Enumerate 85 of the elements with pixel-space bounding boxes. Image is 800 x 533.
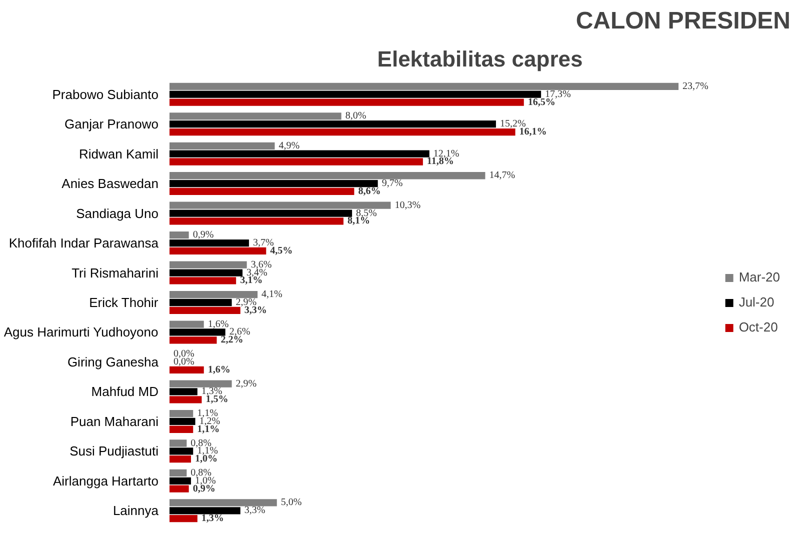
data-label: 23,7% <box>682 80 708 92</box>
data-label: 8,0% <box>345 110 366 122</box>
bar <box>170 247 266 255</box>
data-label: 1,5% <box>206 394 228 406</box>
data-label: 10,3% <box>394 200 421 211</box>
bar <box>170 218 344 225</box>
bar <box>170 456 191 463</box>
legend-label: Jul-20 <box>738 294 774 310</box>
bar <box>170 98 524 106</box>
data-label: 4,9% <box>278 140 300 152</box>
data-label: 1,6% <box>208 364 230 376</box>
bar <box>170 150 430 158</box>
bar <box>170 507 240 514</box>
bar <box>170 277 236 284</box>
bar <box>170 366 204 374</box>
bar <box>170 210 352 217</box>
bar <box>170 172 486 180</box>
bar <box>170 380 232 388</box>
legend-label: Oct-20 <box>738 320 778 334</box>
bar <box>170 426 194 433</box>
data-label: 0,0% <box>174 356 194 368</box>
bar <box>170 320 204 328</box>
bar <box>170 128 516 136</box>
data-label: 1,0% <box>194 454 218 465</box>
data-label: 11,8% <box>426 156 454 168</box>
data-label: 16,1% <box>519 126 547 138</box>
bar <box>170 202 391 209</box>
bar <box>170 90 542 98</box>
y-tick-label: Puan Maharani <box>70 414 159 429</box>
bar <box>170 188 354 196</box>
bar <box>170 448 194 455</box>
y-tick-label: Khofifah Indar Parawansa <box>8 236 160 251</box>
bar <box>170 298 232 306</box>
y-tick-label: Tri Rismaharini <box>72 265 159 280</box>
bar <box>170 440 187 447</box>
bar <box>170 239 249 247</box>
bar <box>170 328 226 336</box>
y-tick-label: Ganjar Pranowo <box>64 116 159 132</box>
y-tick-label: Ridwan Kamil <box>79 146 159 162</box>
bar <box>170 306 240 314</box>
data-label: 9,7% <box>382 178 403 190</box>
y-tick-label: Erick Thohir <box>89 295 159 310</box>
data-label: 1,3% <box>201 513 224 524</box>
data-label: 14,7% <box>489 170 516 182</box>
bar <box>170 410 194 418</box>
bar <box>170 180 378 188</box>
bar <box>170 485 189 492</box>
data-label: 4,1% <box>262 289 282 300</box>
data-label: 0,9% <box>192 230 214 241</box>
bar <box>170 396 202 404</box>
data-label: 2,2% <box>220 334 244 346</box>
y-tick-label: Lainnya <box>112 503 160 518</box>
bar <box>170 336 217 344</box>
y-tick-label: Prabowo Subianto <box>52 86 159 102</box>
data-label: 3,3% <box>244 505 266 516</box>
bar <box>170 418 196 426</box>
bar <box>170 261 247 268</box>
y-tick-label: Agus Harimurti Yudhoyono <box>4 324 158 340</box>
bar <box>170 112 342 120</box>
bar <box>170 269 243 276</box>
legend-label: Mar-20 <box>738 270 780 284</box>
data-label: 2,9% <box>236 378 257 390</box>
data-label: 8,6% <box>358 186 381 197</box>
bar <box>170 158 423 166</box>
bar <box>170 499 277 506</box>
data-label: 1,6% <box>208 318 229 330</box>
chart-title: CALON PRESIDEN <box>576 8 790 34</box>
bar <box>170 120 496 128</box>
chart-subtitle: Elektabilitas capres <box>377 46 583 72</box>
y-tick-label: Giring Ganesha <box>67 354 160 370</box>
bar <box>170 477 191 484</box>
y-tick-label: Sandiaga Uno <box>76 206 159 221</box>
bar <box>170 469 187 477</box>
bar <box>170 515 198 522</box>
bar <box>170 82 679 90</box>
y-tick-label: Anies Baswedan <box>62 176 159 192</box>
bar <box>170 291 258 298</box>
data-label: 5,0% <box>280 497 302 508</box>
y-tick-label: Susi Pudjiastuti <box>70 444 159 459</box>
y-tick-label: Mahfud MD <box>91 384 159 400</box>
y-tick-label: Airlangga Hartarto <box>53 473 158 488</box>
bar <box>170 142 275 150</box>
data-label: 4,5% <box>270 245 293 256</box>
bar <box>170 232 189 239</box>
bar <box>170 388 198 396</box>
